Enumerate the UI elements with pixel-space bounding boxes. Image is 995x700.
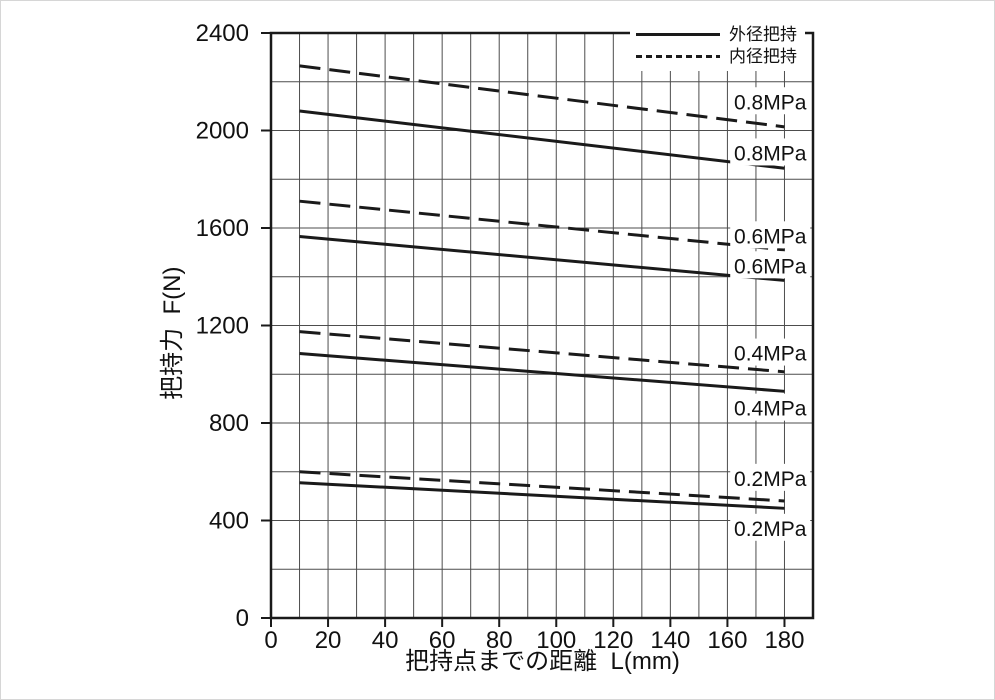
pressure-label: 0.6MPa: [734, 225, 807, 248]
series-line-int-08: [299, 64, 785, 129]
x-tick-label: 120: [593, 627, 633, 654]
series-line-ext-02: [299, 481, 785, 510]
pressure-label: 0.4MPa: [734, 343, 807, 366]
legend-item-inner-grip: 内径把持: [636, 45, 797, 67]
pressure-label: 0.6MPa: [734, 255, 807, 278]
x-tick-label: 100: [536, 627, 576, 654]
y-tick-label: 800: [209, 410, 249, 437]
y-tick-label: 1200: [196, 313, 249, 340]
pressure-label-bg: [730, 338, 811, 366]
pressure-label-bg: [730, 463, 811, 491]
legend-label-outer-grip: 外径把持: [729, 24, 797, 44]
x-tick-label: 20: [315, 627, 342, 654]
series-line-int-06: [299, 199, 785, 252]
x-axis-title: 把持点までの距離 L(mm): [405, 648, 680, 675]
y-tick-label: 400: [209, 508, 249, 535]
pressure-label: 0.2MPa: [734, 518, 807, 541]
pressure-label: 0.8MPa: [734, 91, 807, 114]
y-tick-label: 2400: [196, 20, 249, 47]
pressure-label-bg: [730, 513, 811, 541]
dashed-line-sample-icon: [636, 54, 720, 58]
pressure-label: 0.2MPa: [734, 468, 807, 491]
series-line-ext-08: [299, 109, 785, 170]
series-line-ext-06: [299, 235, 785, 282]
pressure-label: 0.4MPa: [734, 398, 807, 421]
series-line-ext-04: [299, 352, 785, 393]
x-tick-label: 60: [429, 627, 456, 654]
pressure-label-bg: [730, 87, 811, 115]
y-tick-label: 1600: [196, 215, 249, 242]
legend-item-outer-grip: 外径把持: [636, 23, 797, 45]
x-tick-label: 80: [486, 627, 513, 654]
pressure-label-bg: [730, 393, 811, 421]
x-tick-label: 140: [650, 627, 690, 654]
y-tick-label: 0: [236, 605, 249, 632]
y-axis-title: 把持力 F(N): [158, 266, 186, 400]
x-tick-label: 180: [764, 627, 804, 654]
x-tick-label: 0: [264, 627, 277, 654]
x-tick-label: 160: [707, 627, 747, 654]
pressure-label-bg: [730, 221, 811, 249]
series-line-int-02: [299, 470, 785, 503]
x-tick-label: 40: [372, 627, 399, 654]
pressure-label-bg: [730, 251, 811, 279]
y-tick-label: 2000: [196, 118, 249, 145]
solid-line-sample-icon: [636, 32, 720, 36]
pressure-label-bg: [730, 138, 811, 166]
chart-legend: 外径把持 内径把持: [630, 19, 805, 71]
series-line-int-04: [299, 330, 785, 374]
pressure-label: 0.8MPa: [734, 142, 807, 165]
legend-label-inner-grip: 内径把持: [729, 46, 797, 66]
